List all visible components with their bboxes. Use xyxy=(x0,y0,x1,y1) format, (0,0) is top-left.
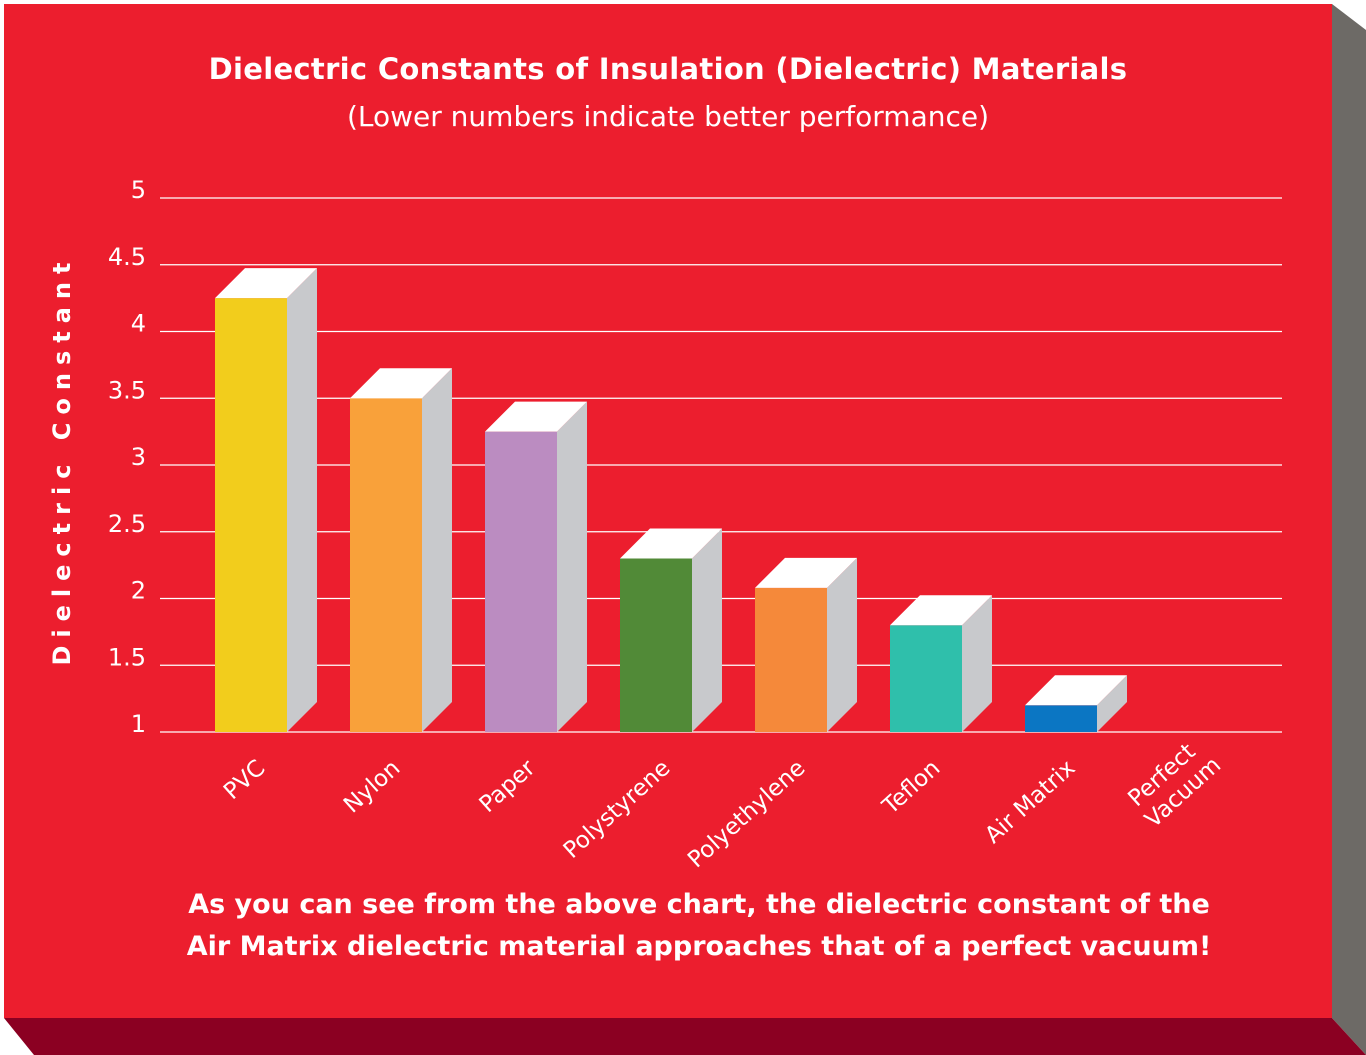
bar-side-face xyxy=(1097,675,1127,732)
y-tick-label: 4.5 xyxy=(108,243,146,271)
bar xyxy=(1025,705,1097,732)
y-tick-label: 3 xyxy=(131,443,146,471)
y-tick-label: 1.5 xyxy=(108,643,146,671)
x-tick-label-line: Teflon xyxy=(877,755,945,820)
note-line-1: As you can see from the above chart, the… xyxy=(188,889,1210,920)
board-right-edge xyxy=(1332,4,1366,1055)
bar-top-face xyxy=(485,401,587,432)
bar-top-face xyxy=(755,557,857,588)
x-tick-label: Polyethylene xyxy=(683,755,810,873)
y-tick-label: 4 xyxy=(131,310,146,338)
bar-top-face xyxy=(350,368,452,399)
x-tick-label: PVC xyxy=(219,755,270,805)
note-line-2: Air Matrix dielectric material approache… xyxy=(186,931,1212,962)
bar-top-face xyxy=(620,528,722,559)
x-tick-label: Polystyrene xyxy=(559,755,676,864)
chart-subtitle: (Lower numbers indicate better performan… xyxy=(346,100,990,133)
bar-top-face xyxy=(1025,675,1127,706)
x-tick-label-line: Nylon xyxy=(339,755,405,818)
bar-side-face xyxy=(557,401,587,732)
x-tick-label-line: Air Matrix xyxy=(980,755,1080,849)
bar-side-face xyxy=(962,595,992,732)
bar xyxy=(215,298,287,732)
y-tick-label: 1 xyxy=(131,710,146,738)
bar-side-face xyxy=(422,368,452,732)
x-tick-label: Paper xyxy=(475,755,541,818)
bar xyxy=(755,587,827,732)
x-tick-label: Nylon xyxy=(339,755,405,818)
y-tick-label: 5 xyxy=(131,176,146,204)
chart-note: As you can see from the above chart, the… xyxy=(4,884,1366,968)
x-tick-label-line: PVC xyxy=(219,755,270,805)
x-tick-label-line: Polystyrene xyxy=(559,755,676,864)
bar-top-face xyxy=(890,595,992,626)
y-tick-label: 2.5 xyxy=(108,510,146,538)
chart-title: Dielectric Constants of Insulation (Diel… xyxy=(208,52,1128,86)
x-tick-label-line: Polyethylene xyxy=(683,755,810,873)
y-tick-label: 3.5 xyxy=(108,376,146,404)
bar-side-face xyxy=(827,557,857,732)
bar xyxy=(620,558,692,732)
x-tick-label: Teflon xyxy=(877,755,945,820)
y-tick-label: 2 xyxy=(131,577,146,605)
bar-top-face xyxy=(215,268,317,299)
bar xyxy=(890,625,962,732)
x-tick-label-line: Paper xyxy=(475,755,541,818)
x-tick-label: Air Matrix xyxy=(980,755,1080,849)
board-bottom-edge xyxy=(4,1018,1366,1055)
bar xyxy=(350,398,422,732)
bar xyxy=(485,431,557,732)
bar-side-face xyxy=(287,268,317,732)
x-tick-label: PerfectVacuum xyxy=(1122,732,1226,833)
bar-side-face xyxy=(692,528,722,732)
